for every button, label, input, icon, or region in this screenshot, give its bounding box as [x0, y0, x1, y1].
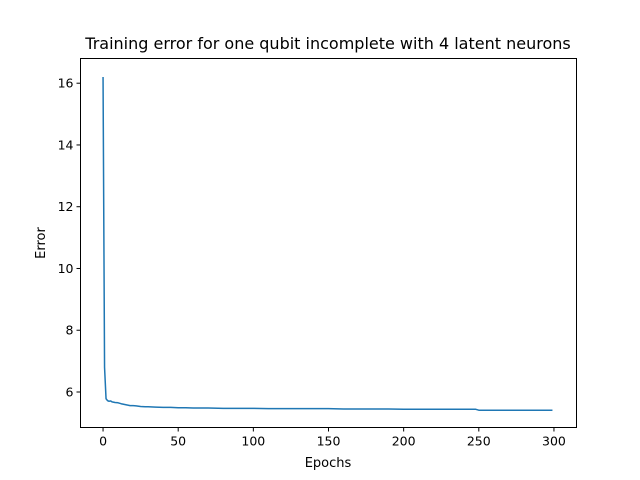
y-tick-label: 8: [66, 323, 74, 338]
error-series-line: [102, 77, 553, 411]
x-axis: 0 50 100 150 200 250 300: [99, 427, 566, 449]
x-axis-label: Epochs: [305, 456, 352, 471]
y-tick-label: 12: [58, 199, 74, 214]
x-tick-label: 100: [241, 434, 265, 449]
x-tick-label: 150: [317, 434, 341, 449]
y-tick-label: 16: [58, 76, 74, 91]
x-tick-label: 300: [542, 434, 566, 449]
x-tick-label: 250: [467, 434, 491, 449]
y-tick-label: 6: [66, 384, 74, 399]
chart-title: Training error for one qubit incomplete …: [84, 34, 570, 53]
x-tick-label: 200: [392, 434, 416, 449]
series-layer: [102, 77, 553, 411]
x-tick-label: 50: [170, 434, 186, 449]
y-axis: 6 8 10 12 14 16: [58, 76, 81, 399]
plot-frame: [80, 58, 577, 428]
y-tick-label: 14: [58, 137, 74, 152]
y-axis-label: Error: [34, 227, 49, 259]
y-tick-label: 10: [58, 261, 74, 276]
x-tick-label: 0: [99, 434, 107, 449]
